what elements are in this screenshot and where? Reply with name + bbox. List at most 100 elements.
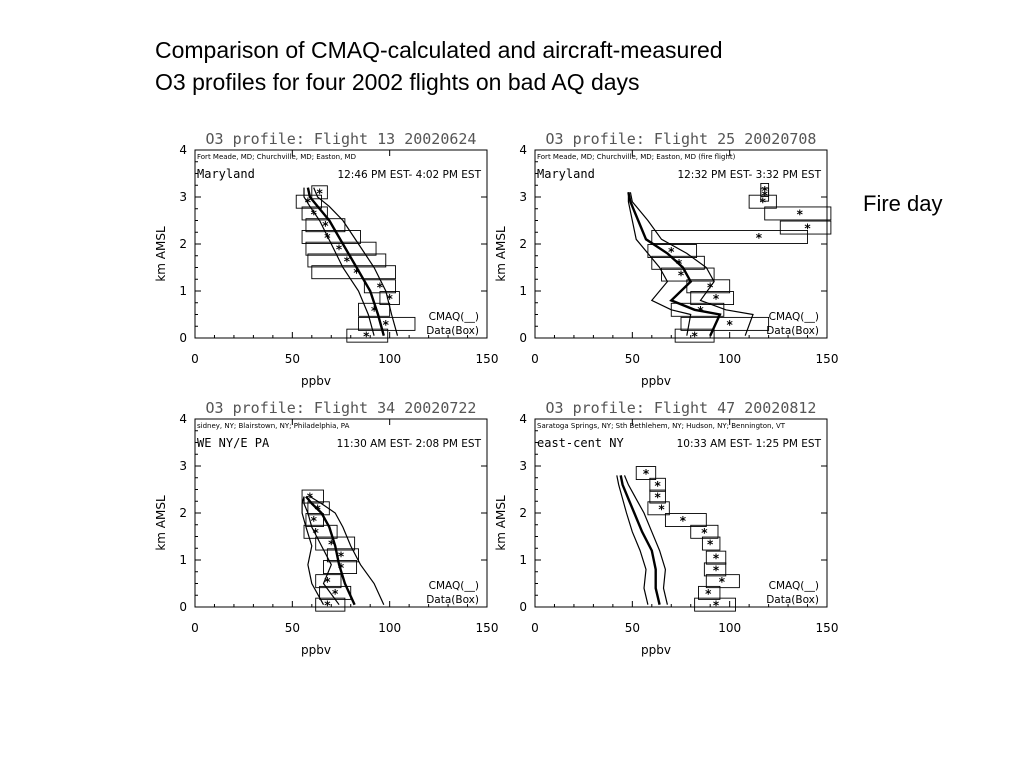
y-axis-label: km AMSL xyxy=(154,495,168,551)
data-point-asterisk: * xyxy=(344,254,351,268)
y-tick-label: 2 xyxy=(519,237,527,251)
data-point-asterisk: * xyxy=(338,549,345,563)
chart-svg-flight-13: O3 profile: Flight 13 20020624 Fort Meade… xyxy=(154,130,499,388)
data-point-asterisk: * xyxy=(713,599,720,613)
region-label: Maryland xyxy=(537,167,595,181)
chart-svg-flight-25: O3 profile: Flight 25 20020708 Fort Meade… xyxy=(494,130,838,388)
data-box xyxy=(358,316,416,331)
x-tick-label: 0 xyxy=(191,621,199,635)
legend-cmaq: CMAQ(__) xyxy=(429,311,479,323)
data-point-asterisk: * xyxy=(307,491,314,505)
data-box xyxy=(651,229,808,244)
y-tick-label: 0 xyxy=(179,600,187,614)
y-tick-label: 2 xyxy=(179,237,187,251)
x-tick-label: 100 xyxy=(718,621,741,635)
data-box xyxy=(694,597,736,612)
chart-title: O3 profile: Flight 25 20020708 xyxy=(546,130,817,148)
cmaq-profile-line xyxy=(305,495,356,606)
x-tick-label: 150 xyxy=(476,352,499,366)
locations-label: Fort Meade, MD; Churchville, MD; Easton,… xyxy=(537,153,736,161)
data-point-asterisk: * xyxy=(705,587,712,601)
cmaq-profile-line xyxy=(627,192,692,336)
cmaq-profile-line xyxy=(301,496,325,605)
y-axis-label: km AMSL xyxy=(154,226,168,282)
data-point-asterisk: * xyxy=(713,292,720,306)
y-tick-label: 4 xyxy=(519,143,527,157)
data-point-asterisk: * xyxy=(762,189,769,203)
data-point-asterisk: * xyxy=(678,269,685,283)
time-label: 10:33 AM EST- 1:25 PM EST xyxy=(677,438,822,450)
region-label: Maryland xyxy=(197,167,255,181)
data-box xyxy=(311,265,396,280)
data-point-asterisk: * xyxy=(324,599,331,613)
y-tick-label: 0 xyxy=(519,600,527,614)
time-label: 12:46 PM EST- 4:02 PM EST xyxy=(337,169,481,181)
locations-label: sidney, NY; Blairstown, NY; Philadelphia… xyxy=(197,422,350,430)
data-point-asterisk: * xyxy=(336,243,343,257)
data-point-asterisk: * xyxy=(311,207,318,221)
cmaq-profile-line xyxy=(303,496,340,606)
data-point-asterisk: * xyxy=(701,526,708,540)
data-box xyxy=(326,548,359,563)
cmaq-profile-line xyxy=(619,475,661,605)
data-point-asterisk: * xyxy=(353,266,360,280)
data-box xyxy=(315,597,346,612)
x-axis-label: ppbv xyxy=(641,374,671,388)
legend-data: Data(Box) xyxy=(426,325,479,337)
data-box xyxy=(760,183,770,197)
data-box xyxy=(779,220,832,235)
legend-cmaq: CMAQ(__) xyxy=(429,580,479,592)
y-tick-label: 1 xyxy=(519,284,527,298)
time-label: 12:32 PM EST- 3:32 PM EST xyxy=(677,169,821,181)
slide-title-line-2: O3 profiles for four 2002 flights on bad… xyxy=(155,69,640,95)
data-point-asterisk: * xyxy=(363,330,370,344)
fire-day-note: Fire day xyxy=(863,191,943,216)
cmaq-profile-line xyxy=(616,475,649,605)
data-point-asterisk: * xyxy=(332,587,339,601)
data-box xyxy=(635,466,657,481)
cmaq-profile-line xyxy=(627,192,722,337)
x-tick-label: 0 xyxy=(531,352,539,366)
data-point-asterisk: * xyxy=(719,575,726,589)
legend-cmaq: CMAQ(__) xyxy=(769,311,819,323)
x-tick-label: 50 xyxy=(625,621,640,635)
x-tick-label: 100 xyxy=(378,621,401,635)
data-point-asterisk: * xyxy=(804,222,811,236)
cmaq-profile-line xyxy=(303,187,375,336)
data-box xyxy=(315,574,342,589)
y-tick-label: 2 xyxy=(519,506,527,520)
y-tick-label: 3 xyxy=(519,459,527,473)
data-box xyxy=(701,536,721,551)
y-tick-label: 0 xyxy=(179,331,187,345)
data-point-asterisk: * xyxy=(311,514,318,528)
data-box xyxy=(301,206,328,221)
y-tick-label: 4 xyxy=(519,412,527,426)
x-tick-label: 150 xyxy=(476,621,499,635)
data-point-asterisk: * xyxy=(668,245,675,259)
y-tick-label: 1 xyxy=(179,553,187,567)
y-tick-label: 3 xyxy=(179,459,187,473)
slide-title-line-1: Comparison of CMAQ-calculated and aircra… xyxy=(155,37,723,63)
data-point-asterisk: * xyxy=(654,491,661,505)
data-box xyxy=(698,585,721,600)
data-point-asterisk: * xyxy=(797,207,804,221)
data-point-asterisk: * xyxy=(324,575,331,589)
y-tick-label: 2 xyxy=(179,506,187,520)
cmaq-profile-line xyxy=(623,475,668,605)
y-tick-label: 1 xyxy=(519,553,527,567)
data-point-asterisk: * xyxy=(727,318,734,332)
chart-panel-flight-25: O3 profile: Flight 25 20020708 Fort Meade… xyxy=(494,128,840,388)
data-point-asterisk: * xyxy=(707,538,714,552)
cmaq-profile-line xyxy=(313,187,399,336)
y-tick-label: 4 xyxy=(179,143,187,157)
cmaq-profile-line xyxy=(629,192,754,336)
chart-svg-flight-34: O3 profile: Flight 34 20020722 sidney, NY… xyxy=(154,399,499,657)
legend-data: Data(Box) xyxy=(766,325,819,337)
data-box xyxy=(705,574,740,589)
x-tick-label: 100 xyxy=(378,352,401,366)
data-point-asterisk: * xyxy=(387,292,394,306)
data-point-asterisk: * xyxy=(756,231,763,245)
x-tick-label: 150 xyxy=(816,621,839,635)
data-box xyxy=(674,328,715,343)
data-box xyxy=(661,267,715,282)
